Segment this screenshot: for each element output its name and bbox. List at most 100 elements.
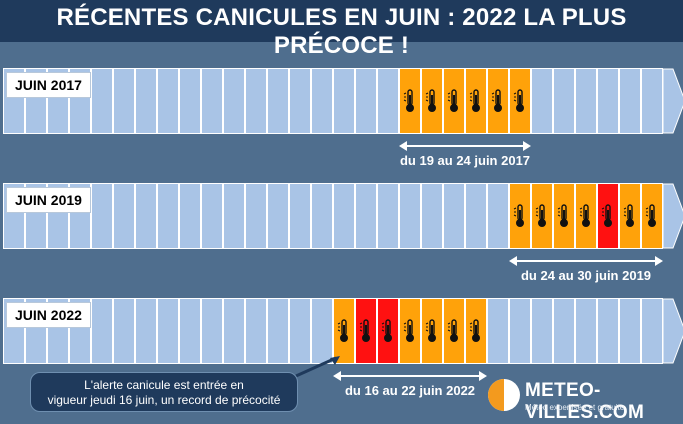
brand-tagline: Météo expertisée et gratuite [525,403,625,412]
thermometer-icon [425,318,439,344]
day-cell-14 [289,183,311,249]
day-cell-29 [619,183,641,249]
timeline-arrow-tip [663,68,683,134]
thermometer-icon [513,88,527,114]
brand-mark-icon [488,379,520,411]
day-cell-16 [333,298,355,364]
day-cell-20 [421,298,443,364]
timeline-row-2022: JUIN 2022 [0,298,683,364]
thermometer-icon [469,88,483,114]
day-cell-18 [377,183,399,249]
row-label: JUIN 2022 [6,302,91,328]
range-bracket-2019 [509,255,663,267]
day-cell-27 [575,68,597,134]
day-cell-6 [113,68,135,134]
day-cell-29 [619,298,641,364]
day-cell-6 [113,298,135,364]
day-cell-13 [267,68,289,134]
day-cell-22 [465,298,487,364]
day-cell-15 [311,68,333,134]
day-cell-10 [201,298,223,364]
day-cell-16 [333,68,355,134]
day-cell-8 [157,183,179,249]
thermometer-icon [447,88,461,114]
day-cell-7 [135,183,157,249]
day-cell-22 [465,183,487,249]
day-cell-26 [553,68,575,134]
day-cell-23 [487,183,509,249]
thermometer-icon [491,88,505,114]
timeline-arrow-tip [663,183,683,249]
day-cell-22 [465,68,487,134]
day-cell-23 [487,298,509,364]
day-cell-15 [311,183,333,249]
day-cell-14 [289,68,311,134]
thermometer-icon [381,318,395,344]
day-cell-8 [157,68,179,134]
day-cell-7 [135,298,157,364]
range-bracket-2017 [399,140,531,152]
day-cell-28 [597,183,619,249]
day-cell-27 [575,183,597,249]
day-cell-30 [641,298,663,364]
day-cell-23 [487,68,509,134]
day-cell-11 [223,298,245,364]
title-banner: RÉCENTES CANICULES EN JUIN : 2022 LA PLU… [0,0,683,59]
range-bracket-2022 [333,370,487,382]
day-cell-6 [113,183,135,249]
day-cell-12 [245,183,267,249]
day-strip [3,68,683,134]
day-cell-24 [509,298,531,364]
row-label: JUIN 2017 [6,72,91,98]
day-cell-25 [531,183,553,249]
thermometer-icon [425,88,439,114]
timeline-row-2019: JUIN 2019 [0,183,683,249]
day-cell-21 [443,298,465,364]
day-cell-24 [509,183,531,249]
day-cell-5 [91,183,113,249]
day-cell-17 [355,298,377,364]
range-text-2017: du 19 au 24 juin 2017 [399,153,531,168]
thermometer-icon [623,203,637,229]
day-cell-17 [355,68,377,134]
callout-pointer-arrow [295,356,340,378]
day-cell-27 [575,298,597,364]
day-cell-11 [223,183,245,249]
thermometer-icon [601,203,615,229]
day-cell-12 [245,68,267,134]
day-cell-11 [223,68,245,134]
day-cell-18 [377,298,399,364]
day-cell-28 [597,68,619,134]
day-cell-5 [91,298,113,364]
day-cell-20 [421,68,443,134]
thermometer-icon [513,203,527,229]
day-cell-24 [509,68,531,134]
day-cell-10 [201,183,223,249]
day-cell-19 [399,68,421,134]
day-cell-19 [399,183,421,249]
thermometer-icon [337,318,351,344]
thermometer-icon [447,318,461,344]
callout-line-2: vigueur jeudi 16 juin, un record de préc… [47,393,281,407]
day-cell-14 [289,298,311,364]
brand-name: METEO-VILLES.COM [525,380,645,423]
page-title: RÉCENTES CANICULES EN JUIN : 2022 LA PLU… [56,4,627,59]
range-text-2019: du 24 au 30 juin 2019 [520,268,652,283]
alert-callout: L'alerte canicule est entrée en vigueur … [30,372,298,412]
thermometer-icon [359,318,373,344]
thermometer-icon [579,203,593,229]
day-cell-16 [333,183,355,249]
day-cell-20 [421,183,443,249]
day-cell-17 [355,183,377,249]
thermometer-icon [403,88,417,114]
day-cell-26 [553,298,575,364]
callout-line-1: L'alerte canicule est entrée en [84,378,244,392]
row-label: JUIN 2019 [6,187,91,213]
day-cell-25 [531,298,553,364]
brand-logo: METEO-VILLES.COM Météo expertisée et gra… [487,378,677,423]
day-cell-19 [399,298,421,364]
day-cell-21 [443,183,465,249]
day-cell-28 [597,298,619,364]
thermometer-icon [403,318,417,344]
thermometer-icon [557,203,571,229]
